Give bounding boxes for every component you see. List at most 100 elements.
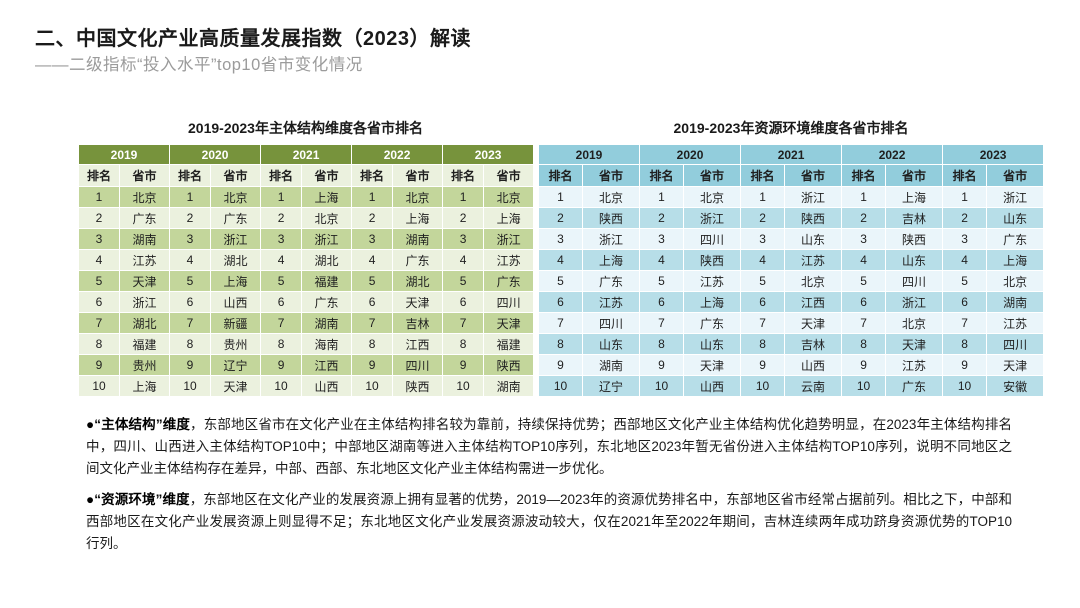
province-cell: 江苏 — [483, 249, 535, 271]
table-row: 9 贵州 9 辽宁 9 江西 9 四川 9 陕西 — [78, 354, 535, 376]
resource-environment-table-section: 2019-2023年资源环境维度各省市排名 2019 2020 2021 2022 20… — [537, 120, 1045, 397]
province-cell: 湖南 — [986, 291, 1045, 313]
province-cell: 山西 — [210, 291, 262, 313]
rank-cell: 5 — [841, 270, 887, 292]
province-cell: 陕西 — [392, 375, 444, 397]
table-row: 5 天津 5 上海 5 福建 5 湖北 5 广东 — [78, 270, 535, 292]
rank-cell: 3 — [639, 228, 685, 250]
province-cell: 湖南 — [581, 354, 641, 376]
rank-cell: 3 — [841, 228, 887, 250]
resource-environment-note-body: ，东部地区在文化产业的发展资源上拥有显著的优势，2019—2023年的资源优势排… — [86, 492, 1012, 551]
year-header: 2020 — [169, 144, 262, 165]
province-cell: 上海 — [581, 249, 641, 271]
resource-environment-table: 2019 2020 2021 2022 2023 排名 省市 排名 省市 排名 省市 排名 省市 排名 省市… — [537, 144, 1045, 397]
province-cell: 北京 — [986, 270, 1045, 292]
province-cell: 北京 — [301, 207, 353, 229]
province-cell: 上海 — [301, 186, 353, 208]
province-cell: 广东 — [483, 270, 535, 292]
province-column-header: 省市 — [392, 164, 444, 187]
province-cell: 湖南 — [483, 375, 535, 397]
rank-cell: 5 — [538, 270, 583, 292]
rank-cell: 8 — [78, 333, 120, 355]
rank-cell: 3 — [78, 228, 120, 250]
province-column-header: 省市 — [483, 164, 535, 187]
rank-cell: 5 — [442, 270, 485, 292]
rank-cell: 10 — [942, 375, 988, 397]
province-cell: 吉林 — [784, 333, 843, 355]
province-cell: 江苏 — [581, 291, 641, 313]
rank-cell: 1 — [942, 186, 988, 208]
province-cell: 广东 — [581, 270, 641, 292]
table-row: 1 北京 1 北京 1 浙江 1 上海 1 浙江 — [538, 186, 1045, 208]
province-cell: 山东 — [683, 333, 742, 355]
page-subtitle: ——二级指标“投入水平”top10省市变化情况 — [35, 56, 363, 74]
province-cell: 天津 — [784, 312, 843, 334]
province-cell: 湖南 — [392, 228, 444, 250]
rank-cell: 10 — [538, 375, 583, 397]
table-row: 5 广东 5 江苏 5 北京 5 四川 5 北京 — [538, 270, 1045, 292]
province-cell: 浙江 — [885, 291, 944, 313]
rank-cell: 3 — [740, 228, 786, 250]
province-cell: 广东 — [986, 228, 1045, 250]
rank-cell: 1 — [351, 186, 394, 208]
rank-cell: 10 — [639, 375, 685, 397]
province-cell: 天津 — [683, 354, 742, 376]
rank-cell: 6 — [78, 291, 120, 313]
rank-cell: 1 — [538, 186, 583, 208]
rank-cell: 10 — [169, 375, 212, 397]
rank-cell: 10 — [841, 375, 887, 397]
rank-cell: 2 — [442, 207, 485, 229]
rank-cell: 6 — [740, 291, 786, 313]
province-cell: 江苏 — [784, 249, 843, 271]
rank-cell: 6 — [260, 291, 303, 313]
rank-cell: 7 — [78, 312, 120, 334]
province-cell: 上海 — [986, 249, 1045, 271]
province-cell: 四川 — [683, 228, 742, 250]
rank-cell: 5 — [942, 270, 988, 292]
year-header: 2022 — [841, 144, 944, 165]
province-cell: 四川 — [885, 270, 944, 292]
table-row: 3 湖南 3 浙江 3 浙江 3 湖南 3 浙江 — [78, 228, 535, 250]
province-column-header: 省市 — [784, 164, 843, 187]
rank-cell: 8 — [260, 333, 303, 355]
rank-cell: 9 — [260, 354, 303, 376]
province-cell: 天津 — [885, 333, 944, 355]
province-cell: 江苏 — [986, 312, 1045, 334]
rank-cell: 5 — [78, 270, 120, 292]
subject-structure-table-title: 2019-2023年主体结构维度各省市排名 — [188, 120, 423, 136]
rank-cell: 1 — [841, 186, 887, 208]
province-cell: 上海 — [483, 207, 535, 229]
resource-environment-table-title: 2019-2023年资源环境维度各省市排名 — [673, 120, 909, 136]
province-cell: 贵州 — [118, 354, 171, 376]
province-cell: 陕西 — [784, 207, 843, 229]
province-cell: 福建 — [483, 333, 535, 355]
table-row: 6 浙江 6 山西 6 广东 6 天津 6 四川 — [78, 291, 535, 313]
analysis-notes: ●“主体结构”维度，东部地区省市在文化产业在主体结构排名较为靠前，持续保持优势；… — [86, 414, 1012, 564]
rank-column-header: 排名 — [639, 164, 685, 187]
rank-cell: 7 — [351, 312, 394, 334]
year-header: 2023 — [942, 144, 1045, 165]
province-cell: 浙江 — [483, 228, 535, 250]
province-cell: 浙江 — [986, 186, 1045, 208]
rank-cell: 5 — [639, 270, 685, 292]
province-cell: 江西 — [784, 291, 843, 313]
province-cell: 新疆 — [210, 312, 262, 334]
rank-cell: 4 — [260, 249, 303, 271]
province-cell: 广东 — [210, 207, 262, 229]
province-cell: 浙江 — [301, 228, 353, 250]
province-cell: 四川 — [986, 333, 1045, 355]
rank-cell: 7 — [442, 312, 485, 334]
rank-cell: 4 — [740, 249, 786, 271]
rank-cell: 9 — [351, 354, 394, 376]
province-cell: 陕西 — [683, 249, 742, 271]
subject-structure-table: 2019 2020 2021 2022 2023 排名 省市 排名 省市 排名 省市 排名 省市 排名 省市… — [77, 144, 535, 397]
province-cell: 吉林 — [392, 312, 444, 334]
province-cell: 辽宁 — [210, 354, 262, 376]
rank-column-header: 排名 — [538, 164, 583, 187]
table-row: 3 浙江 3 四川 3 山东 3 陕西 3 广东 — [538, 228, 1045, 250]
province-cell: 江苏 — [885, 354, 944, 376]
rank-cell: 5 — [740, 270, 786, 292]
rank-cell: 2 — [639, 207, 685, 229]
province-cell: 福建 — [301, 270, 353, 292]
